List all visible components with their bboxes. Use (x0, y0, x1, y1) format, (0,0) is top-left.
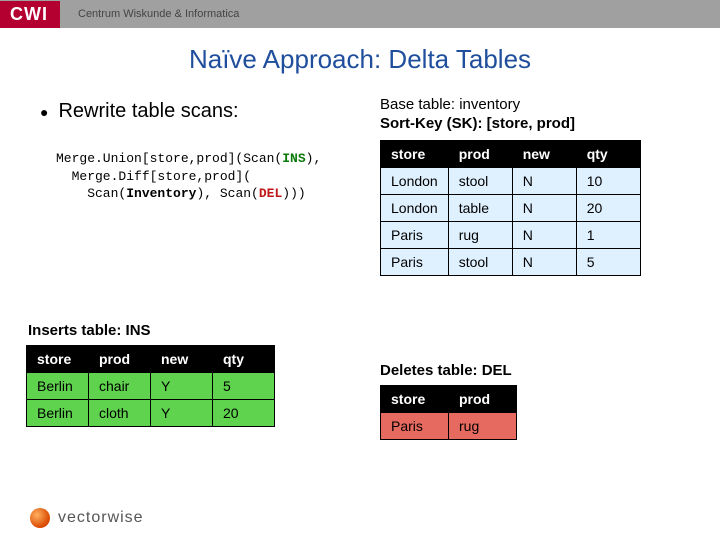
ins-col-new: new (151, 346, 213, 373)
ins-table-label: Inserts table: INS (28, 322, 151, 339)
ins-col-qty: qty (213, 346, 275, 373)
ins-table: store prod new qty BerlinchairY5 Berlinc… (26, 345, 275, 427)
ins-col-prod: prod (89, 346, 151, 373)
inv-col-store: store (381, 141, 449, 168)
table-row: BerlinchairY5 (27, 373, 275, 400)
code-block: Merge.Union[store,prod](Scan(INS), Merge… (56, 150, 321, 203)
vectorwise-text: vectorwise (58, 509, 144, 527)
inv-col-prod: prod (448, 141, 512, 168)
del-col-prod: prod (449, 386, 517, 413)
table-row: Parisrug (381, 413, 517, 440)
table-row: LondontableN20 (381, 195, 641, 222)
del-table: store prod Parisrug (380, 385, 517, 440)
code-kw-del: DEL (259, 186, 282, 201)
code-kw-ins: INS (282, 151, 305, 166)
header-subtitle: Centrum Wiskunde & Informatica (78, 8, 239, 20)
table-row: ParisrugN1 (381, 222, 641, 249)
bullet-text: Rewrite table scans: (58, 100, 238, 123)
ins-col-store: store (27, 346, 89, 373)
table-row: LondonstoolN10 (381, 168, 641, 195)
page-title: Naïve Approach: Delta Tables (0, 44, 720, 75)
base-table-line1: Base table: inventory (380, 96, 575, 115)
del-col-store: store (381, 386, 449, 413)
del-table-label: Deletes table: DEL (380, 362, 512, 379)
base-table-line2: Sort-Key (SK): [store, prod] (380, 115, 575, 134)
bullet-dot: ● (40, 104, 48, 120)
table-row: BerlinclothY20 (27, 400, 275, 427)
header-bar: CWI Centrum Wiskunde & Informatica (0, 0, 720, 28)
bullet-rewrite: ● Rewrite table scans: (40, 100, 239, 123)
base-table-label: Base table: inventory Sort-Key (SK): [st… (380, 96, 575, 134)
table-row: ParisstoolN5 (381, 249, 641, 276)
inv-col-new: new (512, 141, 576, 168)
cwi-logo: CWI (0, 1, 60, 28)
inv-col-qty: qty (576, 141, 640, 168)
code-kw-inventory: Inventory (126, 186, 196, 201)
vectorwise-icon (30, 508, 50, 528)
inventory-table: store prod new qty LondonstoolN10 London… (380, 140, 641, 276)
vectorwise-logo: vectorwise (30, 508, 144, 528)
